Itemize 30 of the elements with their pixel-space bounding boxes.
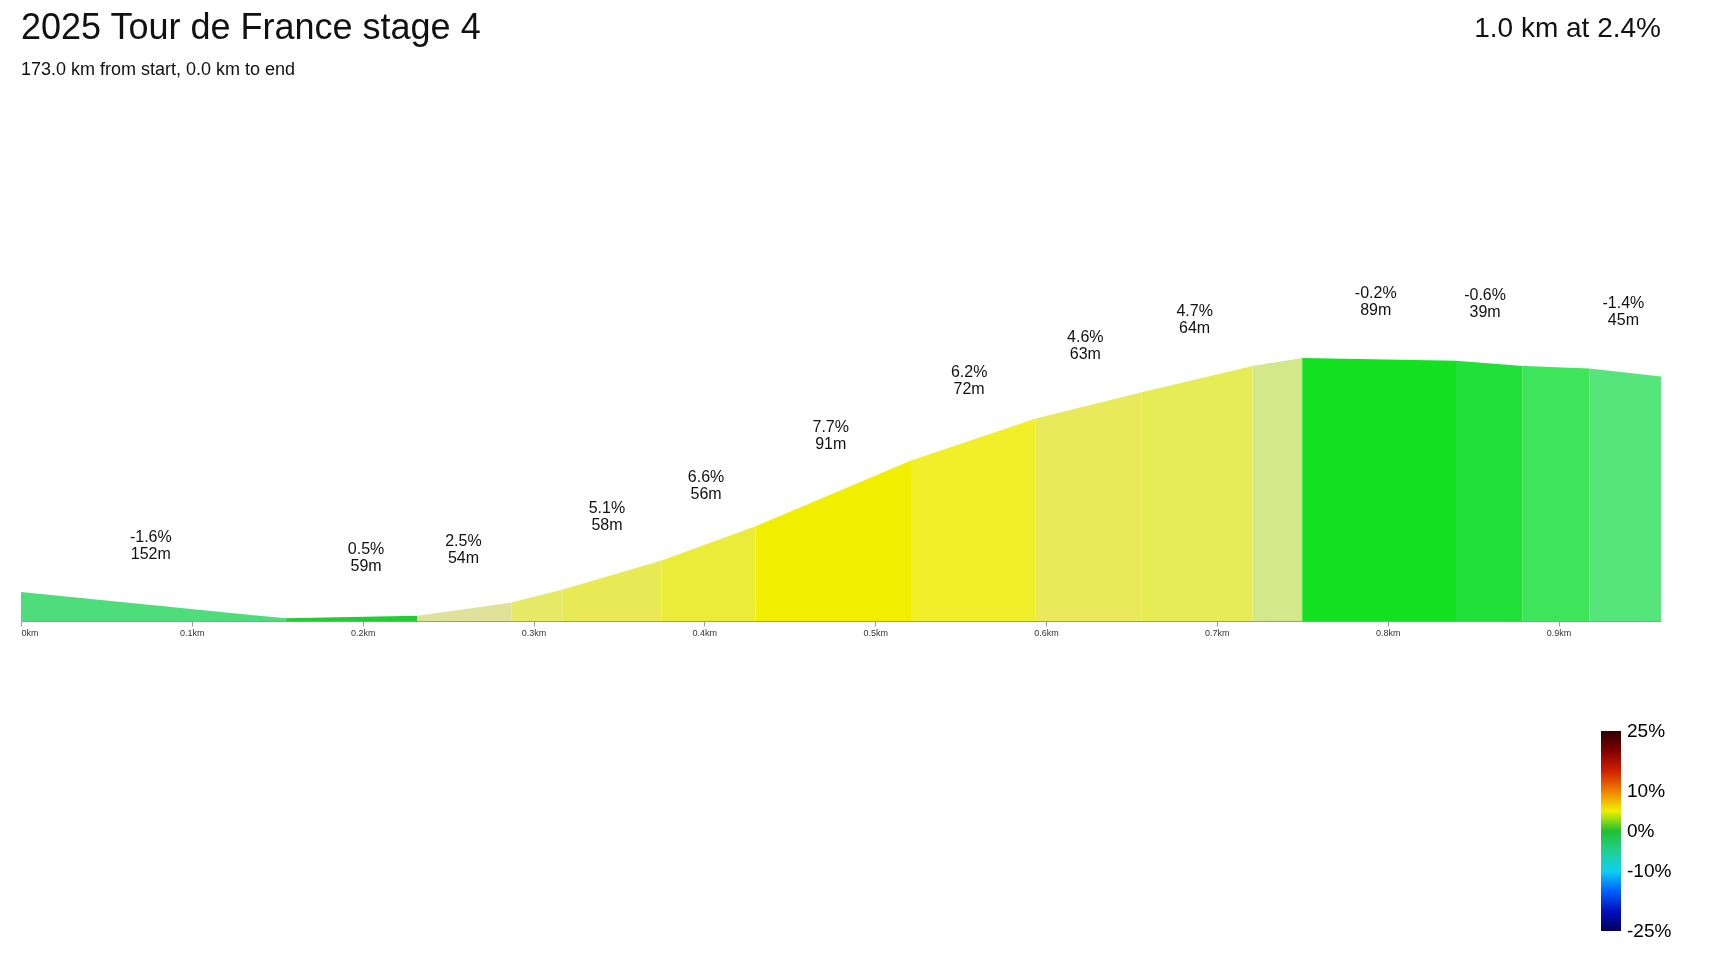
chart-title: 2025 Tour de France stage 4 [21,6,481,47]
annotation: 4.6% 63m [1067,328,1104,363]
x-tick-label: 0.1km [180,627,205,638]
annotation: -0.2% 89m [1354,283,1397,318]
x-tick-label: 0.5km [863,627,888,638]
annotation: 6.6% 56m [687,467,725,502]
x-tick-label: 0.8km [1375,627,1401,638]
color-bar-label: -25% [1627,920,1672,941]
x-tick-label: 0km [21,627,39,638]
text: 1.0 km at 2.4% [1474,12,1661,43]
annotation: 4.7% 64m [1176,302,1213,337]
annotation: 0.5% 59m [347,540,385,575]
color-bar-label: 10% [1627,780,1666,801]
annotation: -1.6% 152m [129,528,172,563]
annotation: -0.6% 39m [1464,286,1506,321]
color-bar-label: 0% [1627,820,1655,841]
x-tick-label: 0.2km [350,627,376,638]
annotation: -1.4% 45m [1602,294,1645,329]
color-bar-label: -10% [1627,860,1672,881]
annotation: 2.5% 54m [445,532,482,567]
color-bar-label: 25% [1627,720,1666,741]
x-tick-label: 0.9km [1546,627,1572,638]
x-tick-label: 0.3km [521,627,547,638]
annotation: 6.2% 72m [950,362,988,397]
x-tick-label: 0.7km [1205,627,1230,638]
annotation: 7.7% 91m [812,417,849,452]
annotation: 5.1% 58m [588,499,626,534]
chart-subtitle: 173.0 km from start, 0.0 km to end [21,59,296,79]
x-tick-label: 0.4km [692,627,718,638]
x-tick-label: 0.6km [1034,627,1059,638]
